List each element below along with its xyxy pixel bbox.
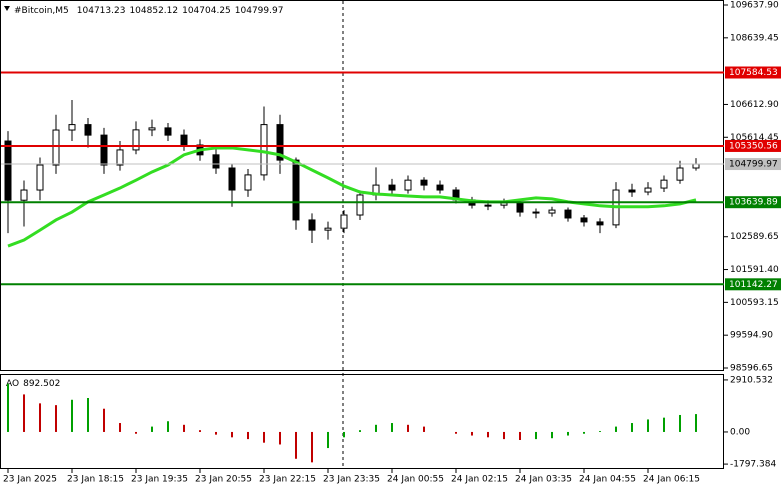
x-tick-label: 23 Jan 2025 bbox=[3, 475, 57, 485]
candle-body bbox=[644, 187, 652, 193]
y-tick-label: -1797.384 bbox=[730, 460, 776, 470]
candle-body bbox=[340, 214, 348, 229]
x-tick-label: 23 Jan 20:55 bbox=[195, 475, 252, 485]
symbol-icon bbox=[4, 6, 10, 11]
x-tick-label: 23 Jan 19:35 bbox=[131, 475, 188, 485]
candle-body bbox=[36, 164, 44, 191]
moving-average bbox=[7, 146, 697, 248]
candle-body bbox=[308, 219, 316, 231]
ao-header: AO 892.502 bbox=[6, 379, 60, 389]
candle-body bbox=[68, 124, 76, 131]
level-line-tag bbox=[725, 66, 781, 79]
ao-current: 892.502 bbox=[23, 379, 60, 389]
y-tick-label: 106612.90 bbox=[730, 100, 779, 110]
x-tick-label: 24 Jan 02:15 bbox=[451, 475, 508, 485]
candle-body bbox=[548, 209, 556, 214]
header: #Bitcoin,M5 104713.23 104852.12 104704.25 10… bbox=[14, 6, 283, 16]
bar-open: 104713.23 bbox=[77, 6, 126, 16]
y-tick-label: 100593.15 bbox=[730, 298, 779, 308]
candle-body bbox=[228, 167, 236, 191]
candle-body bbox=[484, 204, 492, 207]
candle-body bbox=[100, 134, 108, 166]
y-tick-label: 2910.532 bbox=[730, 375, 773, 385]
candle-body bbox=[164, 127, 172, 136]
y-tick-label: 105614.45 bbox=[730, 133, 779, 143]
y-tick-label: 98596.65 bbox=[730, 364, 773, 374]
y-tick-label: 101591.40 bbox=[730, 265, 779, 275]
x-tick-label: 23 Jan 22:15 bbox=[259, 475, 316, 485]
candle-body bbox=[564, 209, 572, 219]
x-tick-label: 23 Jan 23:35 bbox=[323, 475, 380, 485]
candle-body bbox=[52, 129, 60, 166]
candle-body bbox=[84, 124, 92, 136]
candle-body bbox=[532, 211, 540, 214]
candle-body bbox=[516, 202, 524, 213]
candle-body bbox=[20, 189, 28, 201]
candle-body bbox=[244, 174, 252, 191]
candle-body bbox=[660, 179, 668, 189]
x-tick-label: 24 Jan 00:55 bbox=[387, 475, 444, 485]
candle-body bbox=[324, 227, 332, 231]
candle-body bbox=[276, 124, 284, 161]
level-line-label: 105350.56 bbox=[729, 141, 778, 151]
level-line-label: 107584.53 bbox=[729, 68, 778, 78]
candle-body bbox=[436, 184, 444, 191]
candle-body bbox=[420, 179, 428, 186]
candle-body bbox=[260, 124, 268, 176]
bar-low: 104704.25 bbox=[182, 6, 231, 16]
level-line-tag bbox=[725, 196, 781, 209]
candle-body bbox=[116, 149, 124, 166]
candle-body bbox=[212, 154, 220, 169]
x-tick-label: 24 Jan 06:15 bbox=[643, 475, 700, 485]
candle-body bbox=[148, 127, 156, 131]
bar-high: 104852.12 bbox=[129, 6, 178, 16]
symbol: #Bitcoin,M5 bbox=[14, 6, 69, 16]
x-tick-label: 23 Jan 18:15 bbox=[67, 475, 124, 485]
candle-body bbox=[692, 163, 700, 169]
price-line-tag bbox=[725, 158, 781, 171]
x-tick-label: 24 Jan 04:55 bbox=[579, 475, 636, 485]
ao-title: AO bbox=[6, 379, 19, 389]
candle-body bbox=[180, 134, 188, 146]
level-line-tag bbox=[725, 278, 781, 291]
ao-frame bbox=[0, 374, 724, 469]
candle-body bbox=[356, 194, 364, 216]
y-tick-label: 102589.65 bbox=[730, 232, 779, 242]
price-line-label: 104799.97 bbox=[729, 160, 778, 170]
level-line-tag bbox=[725, 139, 781, 152]
main-frame bbox=[0, 0, 724, 371]
candle-body bbox=[388, 184, 396, 191]
level-line-label: 103639.89 bbox=[729, 198, 778, 208]
candle-body bbox=[292, 159, 300, 221]
y-tick-label: 0.00 bbox=[730, 427, 750, 437]
y-tick-label: 109637.90 bbox=[730, 1, 779, 11]
candle-body bbox=[596, 221, 604, 226]
candle-body bbox=[404, 179, 412, 191]
candle-body bbox=[676, 167, 684, 181]
candle-body bbox=[580, 217, 588, 223]
candle-body bbox=[4, 140, 12, 201]
candle-body bbox=[628, 189, 636, 193]
y-tick-label: 108639.45 bbox=[730, 33, 779, 43]
candle-body bbox=[132, 129, 140, 151]
bar-close: 104799.97 bbox=[235, 6, 284, 16]
level-line-label: 101142.27 bbox=[729, 280, 778, 290]
x-tick-label: 24 Jan 03:35 bbox=[515, 475, 572, 485]
y-tick-label: 99594.90 bbox=[730, 331, 773, 341]
